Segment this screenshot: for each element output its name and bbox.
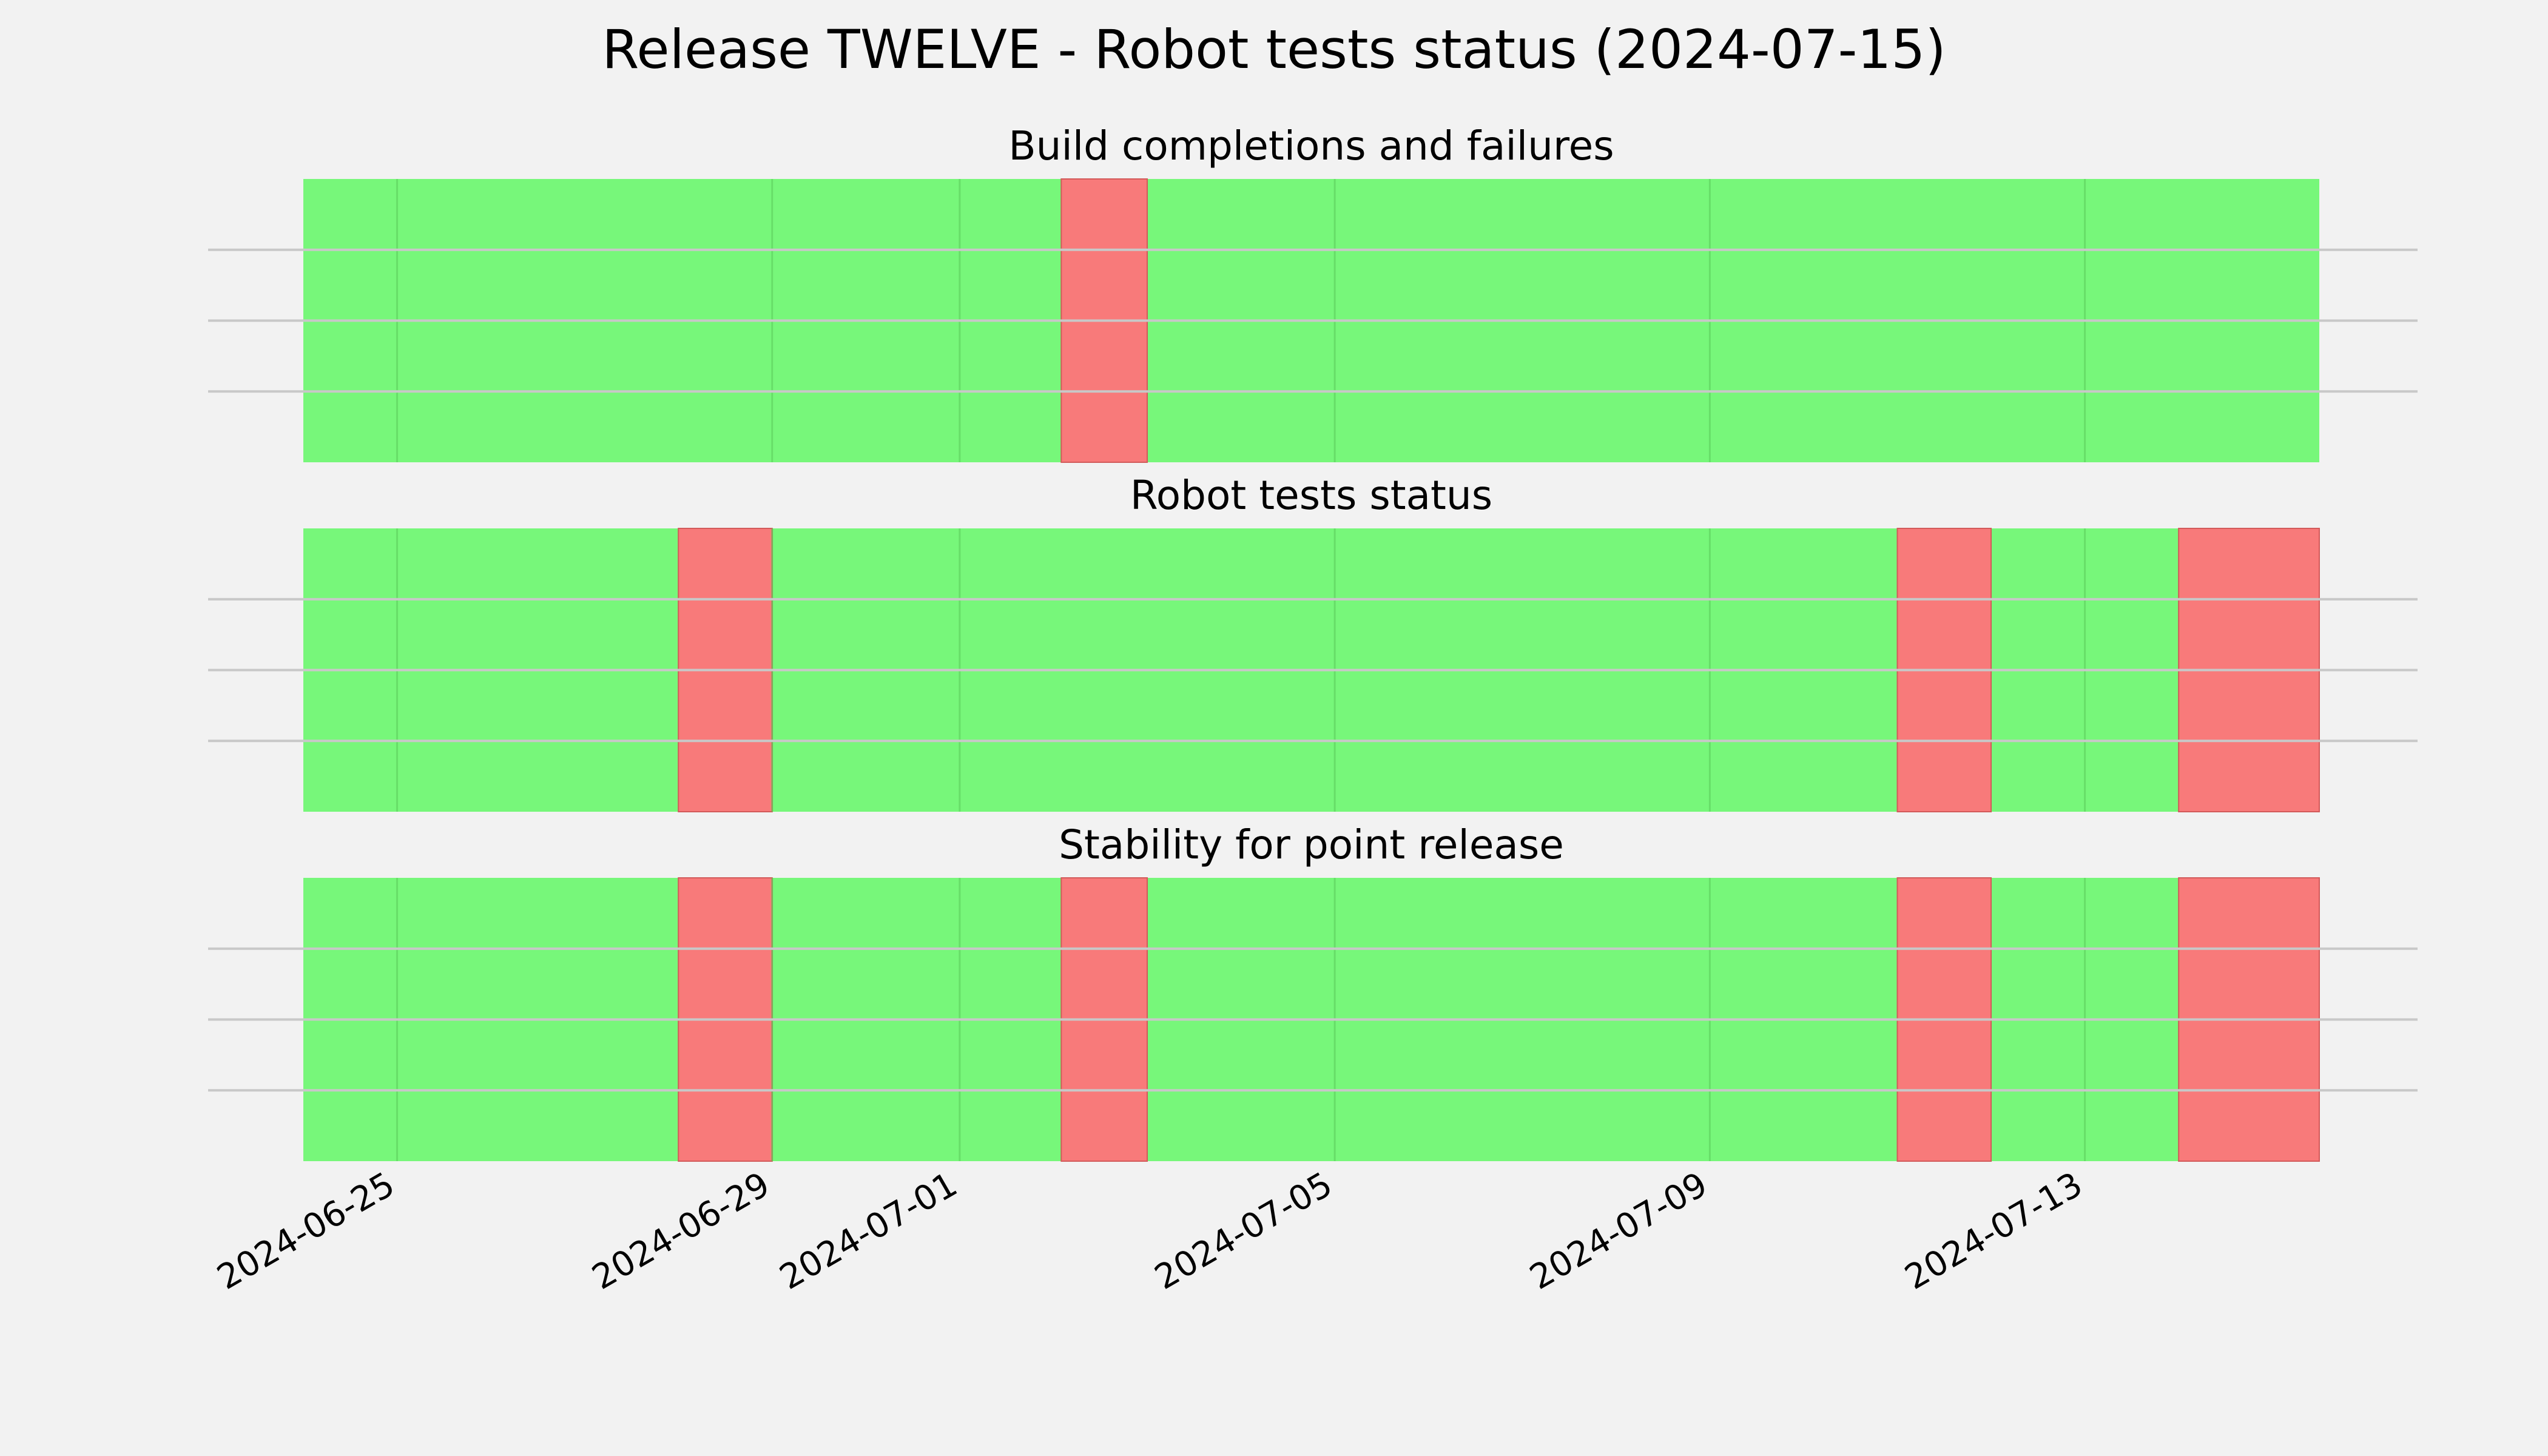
x-tick-label: 2024-07-09 bbox=[1523, 1165, 1714, 1298]
x-tick-label: 2024-06-25 bbox=[211, 1165, 401, 1298]
x-tick-label: 2024-06-29 bbox=[585, 1165, 776, 1298]
chart-title: Release TWELVE - Robot tests status (202… bbox=[602, 18, 1946, 81]
x-tick-label: 2024-07-05 bbox=[1148, 1165, 1339, 1298]
x-tick-label: 2024-07-13 bbox=[1898, 1165, 2089, 1298]
panel: Build completions and failures bbox=[208, 123, 2418, 463]
panel-title: Stability for point release bbox=[1059, 821, 1564, 868]
panel: Stability for point release bbox=[208, 821, 2418, 1162]
panels: Build completions and failures Robot test… bbox=[208, 123, 2418, 1162]
panel-title: Build completions and failures bbox=[1008, 123, 1614, 169]
panel: Robot tests status bbox=[208, 472, 2418, 812]
panel-title: Robot tests status bbox=[1130, 472, 1492, 519]
x-tick-label: 2024-07-01 bbox=[774, 1165, 964, 1298]
